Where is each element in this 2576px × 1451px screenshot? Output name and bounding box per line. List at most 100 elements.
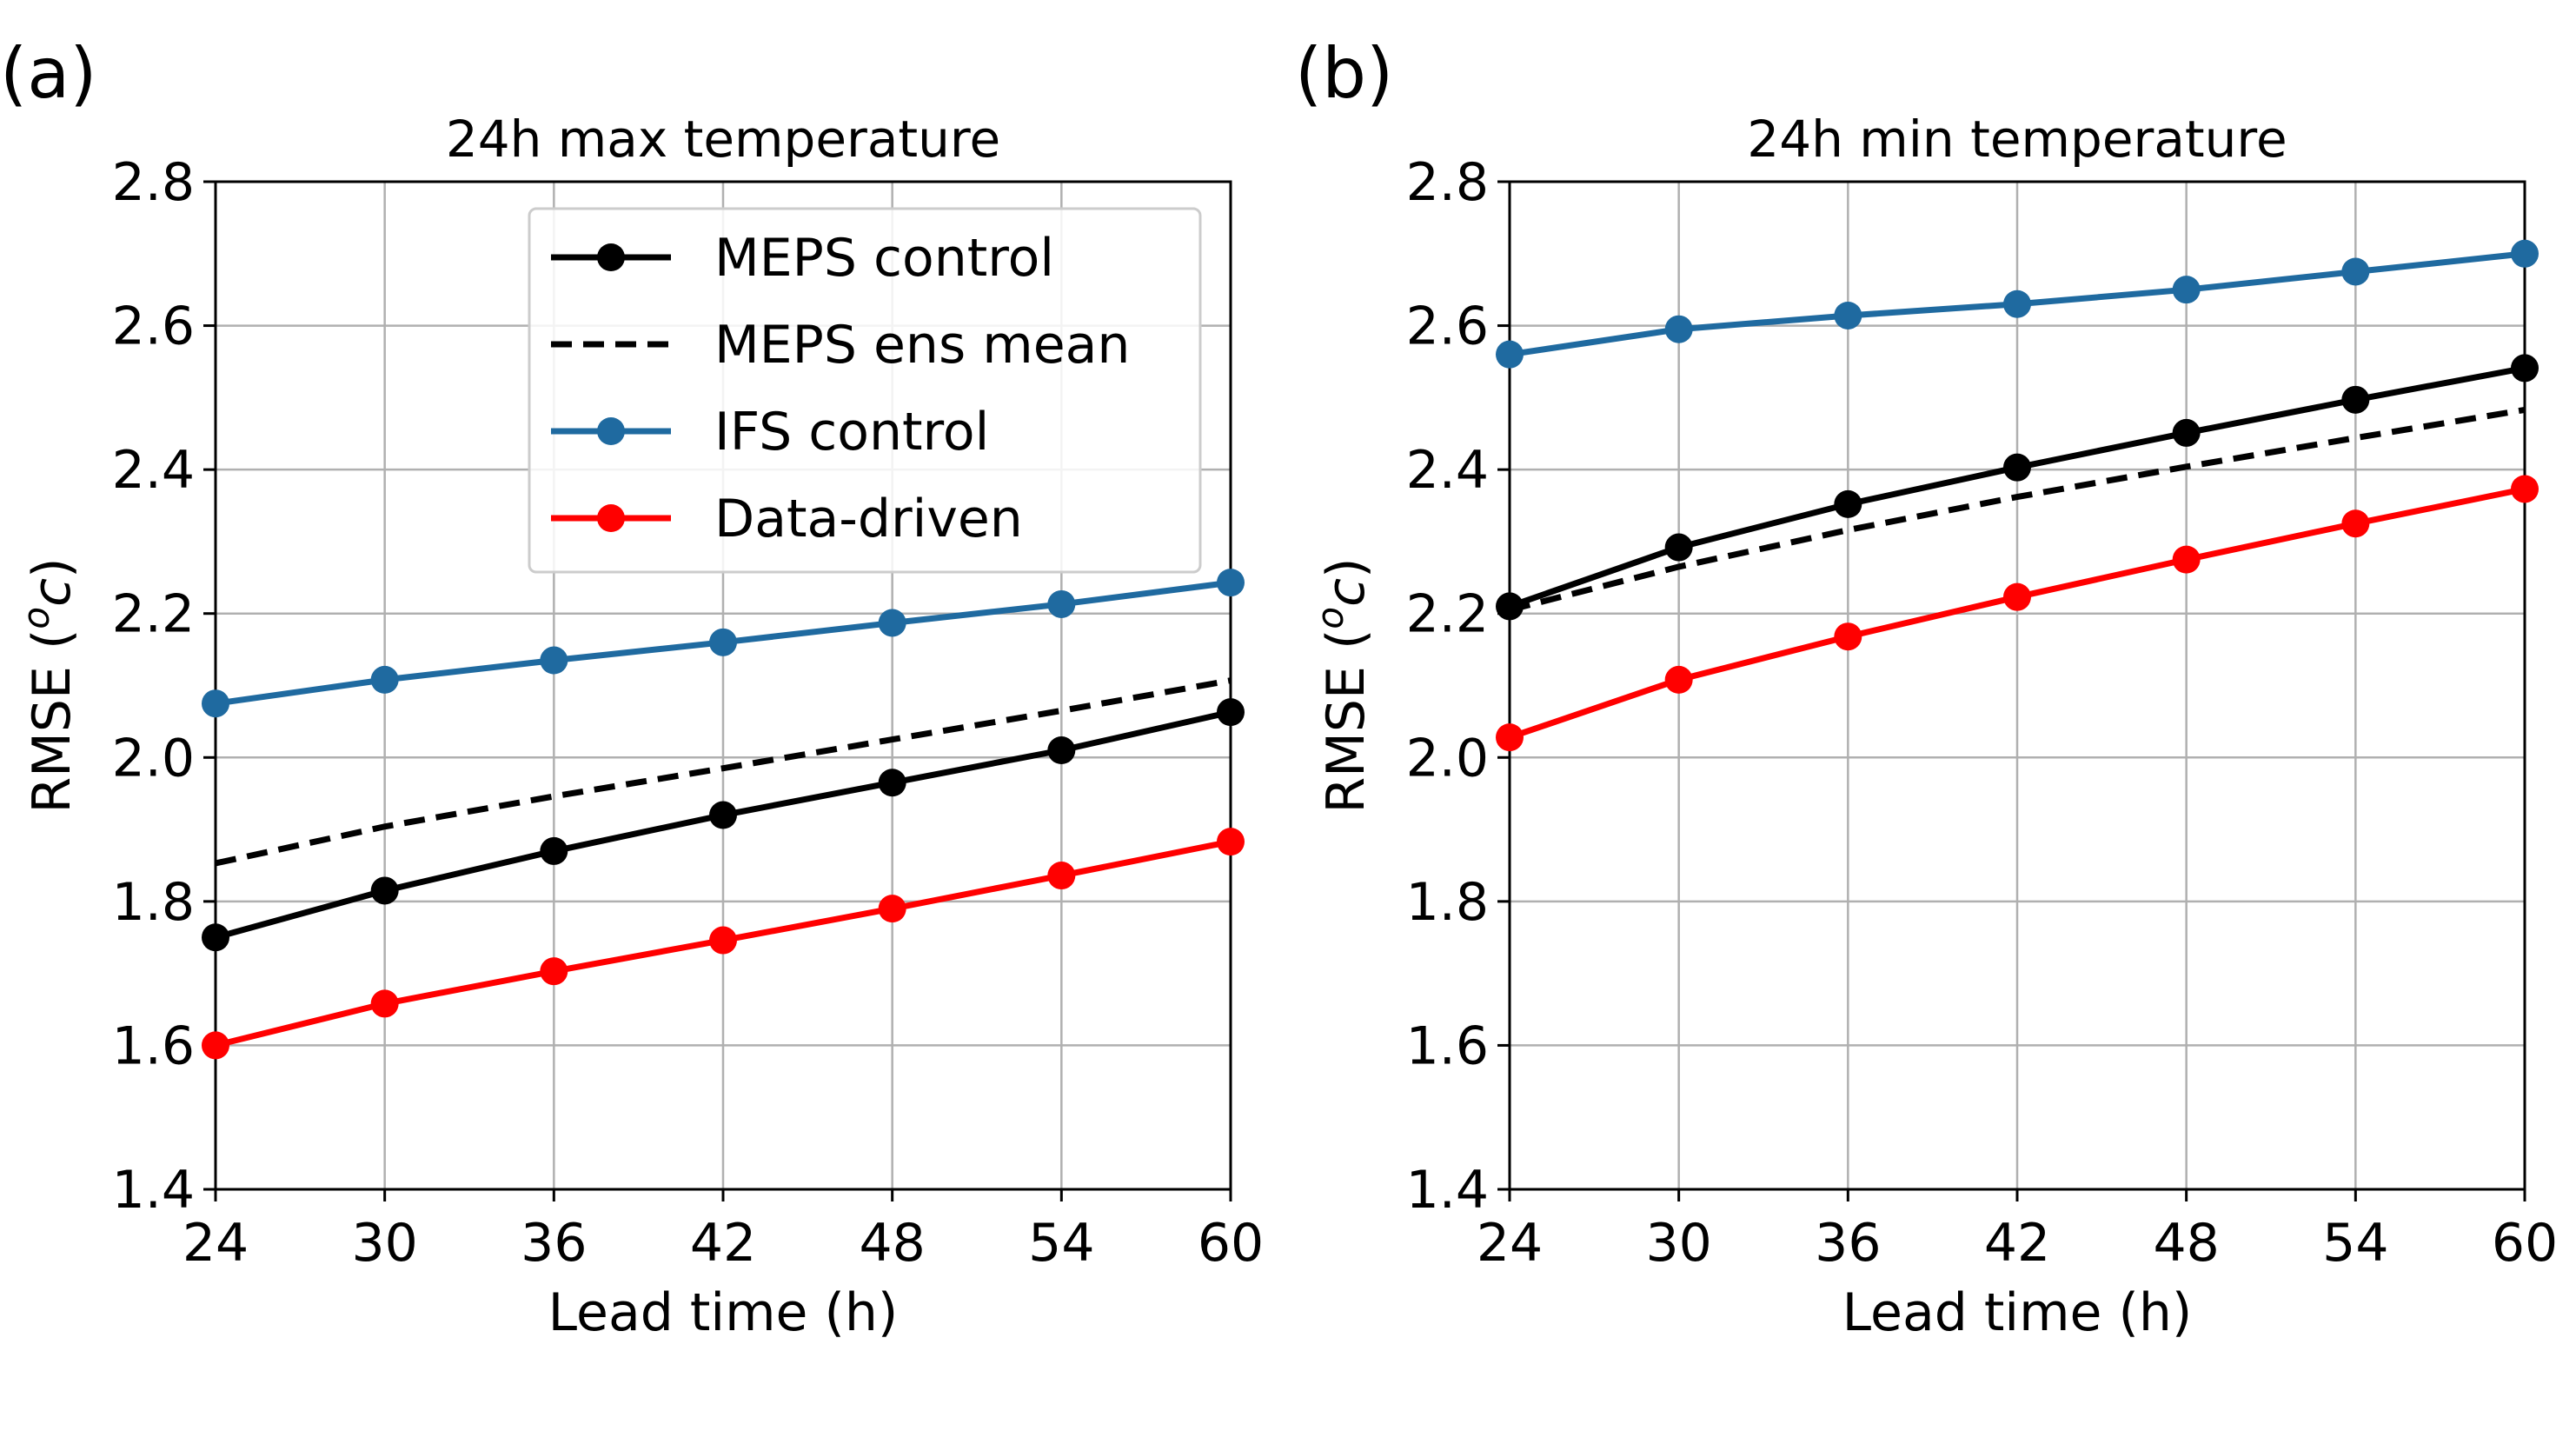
data-point-ifs-control bbox=[370, 665, 399, 694]
x-tick-label: 48 bbox=[859, 1213, 925, 1274]
y-axis-label-unit-sup: o bbox=[15, 607, 57, 629]
y-axis-label-text: RMSE ( bbox=[1316, 629, 1377, 814]
data-point-ifs-control bbox=[1217, 569, 1245, 597]
legend-label-meps-ens-mean: MEPS ens mean bbox=[714, 315, 1130, 376]
x-axis-label: Lead time (h) bbox=[548, 1282, 899, 1343]
y-axis-label-text: RMSE ( bbox=[22, 629, 83, 814]
y-axis-label: RMSE (oc) bbox=[15, 557, 83, 813]
panel-label: (a) bbox=[0, 33, 96, 114]
y-tick-label: 1.4 bbox=[1406, 1160, 1489, 1221]
series-line-meps-ens-mean bbox=[215, 677, 1232, 867]
y-axis-label: RMSE (oc) bbox=[1309, 557, 1378, 813]
data-point-meps-control bbox=[709, 801, 737, 829]
data-point-data-driven bbox=[878, 895, 906, 923]
data-point-meps-control bbox=[1664, 533, 1693, 562]
series-line-meps-ens-mean bbox=[1509, 406, 2526, 613]
x-tick-label: 48 bbox=[2153, 1213, 2219, 1274]
data-point-meps-control bbox=[1496, 592, 1524, 621]
chart-title: 24h max temperature bbox=[446, 110, 1000, 169]
data-point-data-driven bbox=[1217, 828, 1245, 856]
data-point-ifs-control bbox=[2341, 257, 2370, 286]
x-tick-label: 60 bbox=[2492, 1213, 2558, 1274]
data-point-data-driven bbox=[1664, 665, 1693, 694]
x-tick-label: 36 bbox=[1815, 1213, 1881, 1274]
data-point-data-driven bbox=[1834, 622, 1862, 651]
y-tick-label: 2.8 bbox=[112, 152, 195, 213]
data-point-ifs-control bbox=[1047, 589, 1076, 618]
legend-label-data-driven: Data-driven bbox=[714, 489, 1023, 549]
data-point-ifs-control bbox=[1496, 340, 1524, 369]
y-axis-label-close: ) bbox=[22, 557, 83, 577]
data-point-data-driven bbox=[1047, 862, 1076, 890]
data-point-data-driven bbox=[2003, 582, 2031, 611]
x-tick-label: 36 bbox=[521, 1213, 587, 1274]
series-group bbox=[1496, 239, 2539, 752]
data-point-meps-control bbox=[202, 923, 229, 952]
data-point-ifs-control bbox=[1664, 315, 1693, 343]
y-tick-label: 1.8 bbox=[112, 872, 195, 933]
data-point-meps-control bbox=[2172, 418, 2201, 447]
y-tick-label: 1.8 bbox=[1406, 872, 1489, 933]
data-point-data-driven bbox=[2341, 509, 2370, 538]
y-tick-label: 1.4 bbox=[112, 1160, 195, 1221]
data-point-meps-control bbox=[878, 769, 906, 797]
data-point-meps-control bbox=[1217, 698, 1245, 727]
x-tick-label: 54 bbox=[2322, 1213, 2388, 1274]
legend-label-ifs-control: IFS control bbox=[714, 402, 989, 463]
legend-box bbox=[528, 207, 1202, 574]
y-axis-label-close: ) bbox=[1316, 557, 1377, 577]
y-tick-label: 2.8 bbox=[1406, 152, 1489, 213]
y-tick-label: 1.6 bbox=[1406, 1015, 1489, 1076]
y-tick-label: 2.6 bbox=[1406, 296, 1489, 357]
y-tick-label: 2.2 bbox=[1406, 584, 1489, 645]
y-tick-label: 1.6 bbox=[112, 1015, 195, 1076]
series-group bbox=[202, 569, 1245, 1060]
y-tick-label: 2.6 bbox=[112, 296, 195, 357]
data-point-meps-control bbox=[370, 876, 399, 905]
data-point-data-driven bbox=[540, 957, 568, 986]
data-point-ifs-control bbox=[878, 609, 906, 637]
y-axis-label-unit: c bbox=[1316, 578, 1377, 607]
data-point-data-driven bbox=[2172, 545, 2201, 574]
legend-marker-ifs-control bbox=[597, 417, 625, 445]
data-point-ifs-control bbox=[2511, 239, 2539, 268]
legend-label-meps-control: MEPS control bbox=[714, 228, 1054, 289]
data-point-data-driven bbox=[2511, 475, 2539, 503]
y-tick-label: 2.0 bbox=[112, 728, 195, 789]
legend-marker-meps-control bbox=[597, 243, 625, 271]
data-point-ifs-control bbox=[540, 646, 568, 675]
data-point-ifs-control bbox=[2172, 276, 2201, 304]
x-tick-label: 60 bbox=[1198, 1213, 1264, 1274]
x-tick-label: 30 bbox=[351, 1213, 417, 1274]
data-point-meps-control bbox=[540, 836, 568, 865]
y-tick-label: 2.0 bbox=[1406, 728, 1489, 789]
y-axis-label-unit: c bbox=[22, 578, 83, 607]
data-point-meps-control bbox=[2341, 385, 2370, 414]
x-tick-label: 24 bbox=[183, 1213, 249, 1274]
x-axis-label: Lead time (h) bbox=[1842, 1282, 2193, 1343]
data-point-ifs-control bbox=[202, 689, 229, 718]
y-tick-label: 2.4 bbox=[112, 440, 195, 501]
data-point-meps-control bbox=[1047, 736, 1076, 765]
chart-panel-b: (b) 24h min temperature 24 30 36 42 48 54 60 1.4 1… bbox=[1295, 33, 2558, 1343]
data-point-ifs-control bbox=[709, 628, 737, 656]
legend: MEPS control MEPS ens mean IFS control Data… bbox=[528, 207, 1202, 574]
data-point-meps-control bbox=[2003, 453, 2031, 482]
panel-label: (b) bbox=[1295, 33, 1393, 114]
data-point-ifs-control bbox=[2003, 290, 2031, 318]
legend-marker-data-driven bbox=[597, 504, 625, 532]
y-tick-label: 2.2 bbox=[112, 584, 195, 645]
x-tick-label: 30 bbox=[1645, 1213, 1711, 1274]
data-point-meps-control bbox=[1834, 489, 1862, 518]
data-point-meps-control bbox=[2511, 354, 2539, 383]
data-point-data-driven bbox=[709, 926, 737, 955]
y-axis-label-unit-sup: o bbox=[1309, 607, 1351, 629]
x-tick-label: 24 bbox=[1477, 1213, 1543, 1274]
chart-title: 24h min temperature bbox=[1747, 110, 2287, 169]
data-point-data-driven bbox=[1496, 723, 1524, 752]
chart-panel-a: (a) 24h max temperature 24 30 36 42 48 54 60 1.4 1… bbox=[0, 33, 1264, 1343]
x-tick-label: 42 bbox=[1984, 1213, 2050, 1274]
x-tick-label: 54 bbox=[1028, 1213, 1094, 1274]
data-point-ifs-control bbox=[1834, 301, 1862, 329]
